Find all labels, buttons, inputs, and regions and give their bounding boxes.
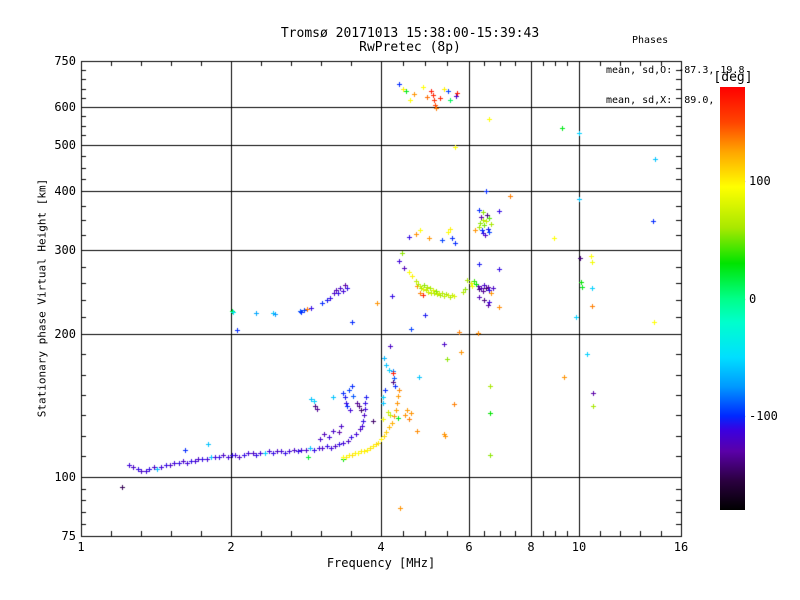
x-tick-label: 10: [571, 540, 587, 554]
colorbar-tick-label: -100: [749, 409, 778, 423]
y-tick-label: 100: [54, 470, 76, 484]
x-tick-label: 8: [527, 540, 535, 554]
y-tick-label: 200: [54, 327, 76, 341]
colorbar-gradient: [720, 87, 745, 510]
x-axis-label: Frequency [MHz]: [326, 556, 436, 570]
x-tick-label: 16: [673, 540, 689, 554]
x-tick-label: 2: [227, 540, 235, 554]
colorbar-unit-label: [deg]: [713, 70, 753, 85]
x-tick-label: 4: [377, 540, 385, 554]
y-tick-label: 750: [54, 54, 76, 68]
x-tick-label: 6: [465, 540, 473, 554]
y-tick-label: 600: [54, 100, 76, 114]
phase-stats-heading: Phases: [632, 35, 669, 46]
y-tick-label: 75: [61, 529, 76, 543]
plot-subtitle: RwPretec (8p): [359, 40, 461, 55]
colorbar-tick-label: 100: [749, 174, 771, 188]
y-tick-label: 300: [54, 243, 76, 257]
x-tick-label: 1: [77, 540, 85, 554]
y-tick-label: 500: [54, 138, 76, 152]
plot-title: Tromsø 20171013 15:38:00-15:39:43: [280, 26, 540, 41]
y-tick-label: 400: [54, 184, 76, 198]
colorbar-tick-label: 0: [749, 292, 757, 306]
y-axis-label: Stationary phase Virtual Height [km]: [35, 178, 49, 418]
phase-stats-o-mode: mean, sd,O: -87.3, 19.8: [606, 65, 745, 76]
